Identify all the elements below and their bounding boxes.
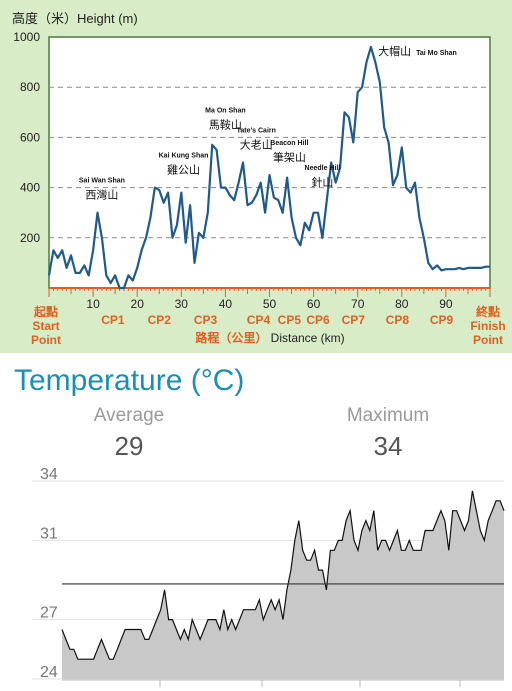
checkpoint-label: CP8 <box>386 313 410 327</box>
peak-name-en: Beacon Hill <box>270 140 308 147</box>
elevation-chart-panel: 高度（米）Height (m) 200 400 600 800 1000 10 20 30 40… <box>0 0 512 353</box>
elevation-y-axis-title: 高度（米）Height (m) <box>12 11 138 26</box>
peak-name-en: Tate's Cairn <box>237 128 276 135</box>
finish-point-label: 終點 <box>476 304 500 319</box>
elevation-y-tick-label: 600 <box>20 130 40 144</box>
peak-name-zh: 大老山 <box>240 138 273 152</box>
elevation-y-tick-label: 200 <box>20 231 40 245</box>
elevation-x-tick-label: 40 <box>219 297 233 311</box>
temperature-area-fill <box>62 490 504 679</box>
peak-name-en: Ma On Shan <box>205 107 245 114</box>
maximum-stat: Maximum 34 <box>308 405 468 462</box>
elevation-y-tick-label: 1000 <box>13 30 40 44</box>
temperature-panel: Temperature (°C) Average 29 Maximum 34 2… <box>0 353 512 691</box>
peak-name-en: Sai Wan Shan <box>79 178 125 185</box>
peak-name-zh: 筆架山 <box>273 150 306 164</box>
checkpoint-label: CP3 <box>194 313 218 327</box>
peak-name-en: Needle Hill <box>305 165 341 172</box>
average-label: Average <box>93 405 165 426</box>
elevation-x-axis-title: 路程（公里） Distance (km) <box>195 330 344 345</box>
elevation-x-tick-label: 90 <box>439 297 453 311</box>
temperature-y-tick-label: 24 <box>40 664 58 681</box>
checkpoint-label: CP1 <box>101 313 125 327</box>
peak-name-zh: 馬鞍山 <box>209 117 242 131</box>
elevation-x-tick-label: 80 <box>395 297 409 311</box>
elevation-x-axis-title-zh: 路程（公里） <box>195 330 267 345</box>
elevation-x-tick-label: 30 <box>175 297 189 311</box>
checkpoint-label: CP9 <box>430 313 454 327</box>
checkpoint-label: CP5 <box>278 313 302 327</box>
elevation-x-tick-label: 50 <box>263 297 277 311</box>
temperature-title: Temperature (°C) <box>14 364 245 397</box>
peak-name-en: Kai Kung Shan <box>159 153 209 160</box>
temperature-y-tick-label: 27 <box>40 605 58 622</box>
elevation-x-tick-label: 60 <box>307 297 321 311</box>
peak-name-zh: 大帽山 <box>378 44 411 58</box>
start-point-label: 起點 <box>33 304 58 319</box>
peak-name-zh: 雞公山 <box>167 163 200 177</box>
start-point-label: Point <box>31 333 61 347</box>
maximum-label: Maximum <box>346 405 430 426</box>
maximum-value: 34 <box>373 431 403 461</box>
elevation-y-tick-label: 800 <box>20 80 40 94</box>
temperature-series-line <box>61 490 505 660</box>
peak-name-en: Tai Mo Shan <box>416 50 457 57</box>
elevation-plot-area <box>48 36 491 289</box>
elevation-x-tick-label: 20 <box>131 297 145 311</box>
average-value: 29 <box>114 431 144 461</box>
checkpoint-label: CP2 <box>148 313 172 327</box>
elevation-x-tick-label: 70 <box>351 297 365 311</box>
checkpoint-label: CP4 <box>247 313 271 327</box>
elevation-x-axis-title-en: Distance (km) <box>267 331 344 345</box>
peak-name-zh: 針山 <box>311 175 333 189</box>
elevation-chart: 200 400 600 800 1000 10 20 30 40 50 60 70 80 90 CP1 CP2… <box>13 30 505 347</box>
finish-point-label: Finish <box>470 319 505 333</box>
checkpoint-label: CP6 <box>306 313 330 327</box>
finish-point-label: Point <box>473 333 503 347</box>
elevation-series-line <box>47 45 490 290</box>
elevation-y-tick-label: 400 <box>20 181 40 195</box>
average-stat: Average 29 <box>49 405 209 462</box>
checkpoint-label: CP7 <box>342 313 366 327</box>
temperature-chart: 24 27 31 34 <box>32 466 505 687</box>
temperature-y-tick-label: 34 <box>40 466 58 483</box>
elevation-x-tick-label: 10 <box>86 297 100 311</box>
start-point-label: Start <box>32 319 59 333</box>
temperature-y-tick-label: 31 <box>40 525 58 542</box>
peak-name-zh: 西灣山 <box>85 189 118 202</box>
